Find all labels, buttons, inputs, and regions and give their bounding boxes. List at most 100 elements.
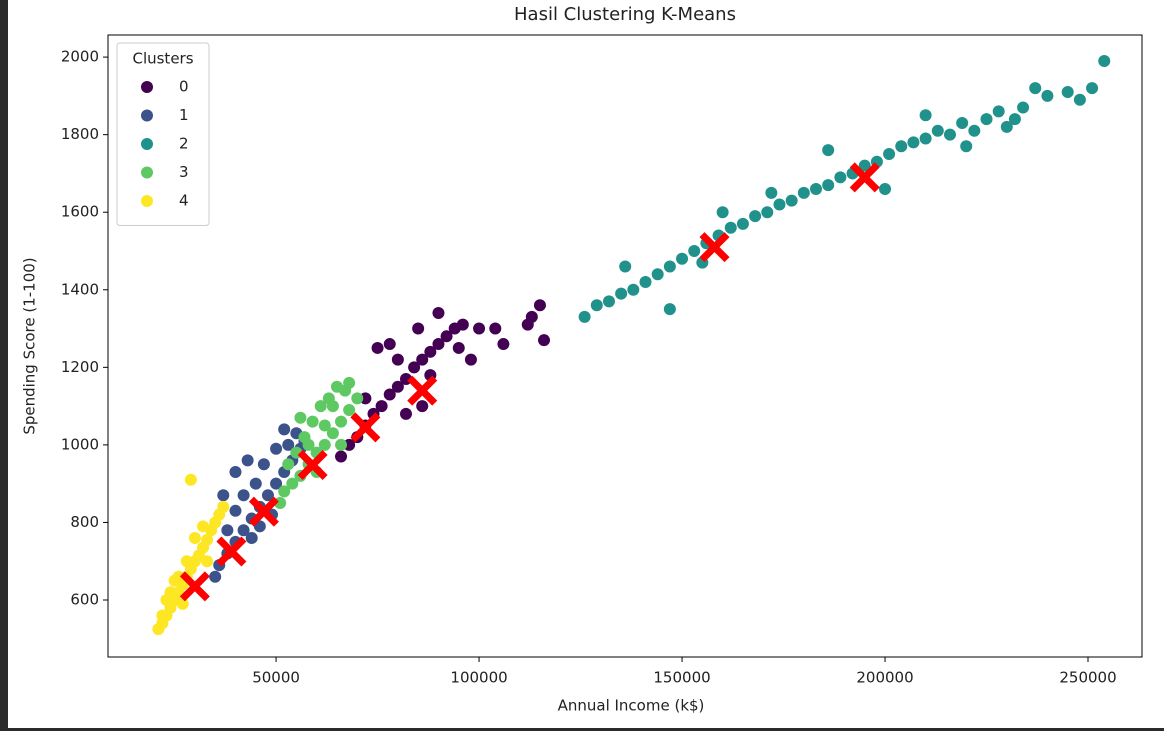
- centroid-marker: [849, 162, 880, 193]
- scatter-point: [432, 307, 445, 320]
- scatter-point: [432, 338, 445, 351]
- y-tick-label: 2000: [61, 48, 99, 66]
- scatter-point: [497, 338, 510, 351]
- scatter-point: [249, 477, 262, 490]
- centroid-marker: [699, 232, 730, 263]
- scatter-point: [302, 438, 315, 451]
- scatter-point: [261, 489, 274, 502]
- scatter-point: [335, 450, 348, 463]
- legend-label: 1: [179, 106, 189, 124]
- scatter-point: [879, 182, 892, 195]
- scatter-point: [339, 384, 352, 397]
- y-tick-label: 800: [70, 513, 99, 531]
- scatter-point: [834, 171, 847, 184]
- scatter-point: [773, 198, 786, 211]
- scatter-point: [278, 423, 291, 436]
- scatter-point: [314, 400, 327, 413]
- scatter-point: [651, 268, 664, 281]
- scatter-point: [907, 136, 920, 149]
- window-edge: [0, 728, 1164, 731]
- scatter-point: [919, 109, 932, 122]
- scatter-point: [765, 186, 778, 199]
- scatter-point: [663, 260, 676, 273]
- scatter-point: [956, 117, 969, 130]
- scatter-point: [371, 341, 384, 354]
- scatter-point: [278, 485, 291, 498]
- scatter-point: [383, 338, 396, 351]
- scatter-point: [201, 555, 214, 568]
- scatter-point: [749, 210, 762, 223]
- scatter-point: [736, 217, 749, 230]
- scatter-point: [237, 489, 250, 502]
- legend-label: 2: [179, 135, 189, 153]
- scatter-point: [676, 252, 689, 265]
- scatter-point: [1086, 82, 1099, 95]
- scatter-point: [399, 407, 412, 420]
- scatter-point: [538, 334, 551, 347]
- scatter-point: [1000, 120, 1013, 133]
- scatter-point: [306, 415, 319, 428]
- scatter-point: [822, 144, 835, 157]
- scatter-point: [919, 132, 932, 145]
- scatter-point: [1098, 54, 1111, 67]
- scatter-point: [797, 186, 810, 199]
- scatter-point: [221, 524, 234, 537]
- scatter-point: [188, 531, 201, 544]
- scatter-point: [257, 458, 270, 471]
- y-tick-label: 1000: [61, 435, 99, 453]
- scatter-point: [688, 244, 701, 257]
- scatter-point: [416, 400, 429, 413]
- scatter-point: [270, 477, 283, 490]
- x-tick-label: 200000: [856, 669, 913, 687]
- scatter-point: [343, 403, 356, 416]
- legend-label: 4: [179, 192, 189, 210]
- scatter-point: [282, 438, 295, 451]
- scatter-point: [627, 283, 640, 296]
- scatter-point: [351, 392, 364, 405]
- scatter-point: [452, 341, 465, 354]
- legend-marker: [141, 166, 153, 179]
- scatter-point: [391, 380, 404, 393]
- legend-marker: [141, 81, 153, 93]
- centroid-marker: [350, 412, 381, 443]
- scatter-point: [209, 570, 222, 583]
- scatter-point: [533, 299, 546, 312]
- scatter-point: [761, 206, 774, 219]
- scatter-point: [196, 520, 209, 533]
- scatter-point: [270, 442, 283, 455]
- scatter-point: [883, 148, 896, 161]
- x-tick-label: 50000: [252, 669, 300, 687]
- scatter-point: [578, 310, 591, 323]
- legend-box: [116, 42, 210, 226]
- scatter-point: [241, 454, 254, 467]
- scatter-point: [326, 400, 339, 413]
- chart-title: Hasil Clustering K-Means: [514, 4, 736, 25]
- scatter-point: [318, 438, 331, 451]
- y-axis-label: Spending Score (1-100): [21, 257, 39, 434]
- legend-marker: [141, 109, 153, 122]
- centroid-marker: [297, 450, 328, 481]
- legend-label: 0: [179, 78, 189, 96]
- scatter-point: [412, 322, 425, 335]
- scatter-point: [286, 477, 299, 490]
- scatter-point: [525, 310, 538, 323]
- scatter-point: [785, 194, 798, 207]
- scatter-point: [408, 361, 421, 374]
- scatter-point: [245, 531, 258, 544]
- scatter-point: [335, 415, 348, 428]
- legend-marker: [141, 195, 153, 207]
- scatter-point: [335, 438, 348, 451]
- x-tick-label: 100000: [450, 669, 507, 687]
- scatter-point: [217, 489, 230, 502]
- y-tick-label: 1400: [61, 280, 99, 298]
- scatter-point: [960, 140, 973, 153]
- scatter-point: [391, 353, 404, 366]
- legend-label: 3: [179, 163, 189, 181]
- scatter-point: [1041, 89, 1054, 102]
- scatter-point: [282, 458, 295, 471]
- scatter-point: [943, 128, 956, 141]
- scatter-point: [160, 593, 173, 606]
- scatter-point: [326, 427, 339, 440]
- scatter-point: [440, 330, 453, 343]
- scatter-point: [590, 299, 603, 312]
